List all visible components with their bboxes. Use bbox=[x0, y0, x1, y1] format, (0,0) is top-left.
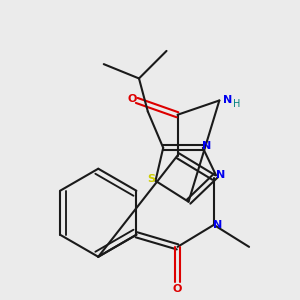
Text: O: O bbox=[173, 284, 182, 294]
Text: S: S bbox=[148, 174, 155, 184]
Text: N: N bbox=[202, 141, 212, 151]
Text: H: H bbox=[232, 99, 240, 109]
Text: O: O bbox=[127, 94, 136, 104]
Text: N: N bbox=[223, 95, 232, 105]
Text: N: N bbox=[213, 220, 222, 230]
Text: N: N bbox=[216, 170, 226, 180]
